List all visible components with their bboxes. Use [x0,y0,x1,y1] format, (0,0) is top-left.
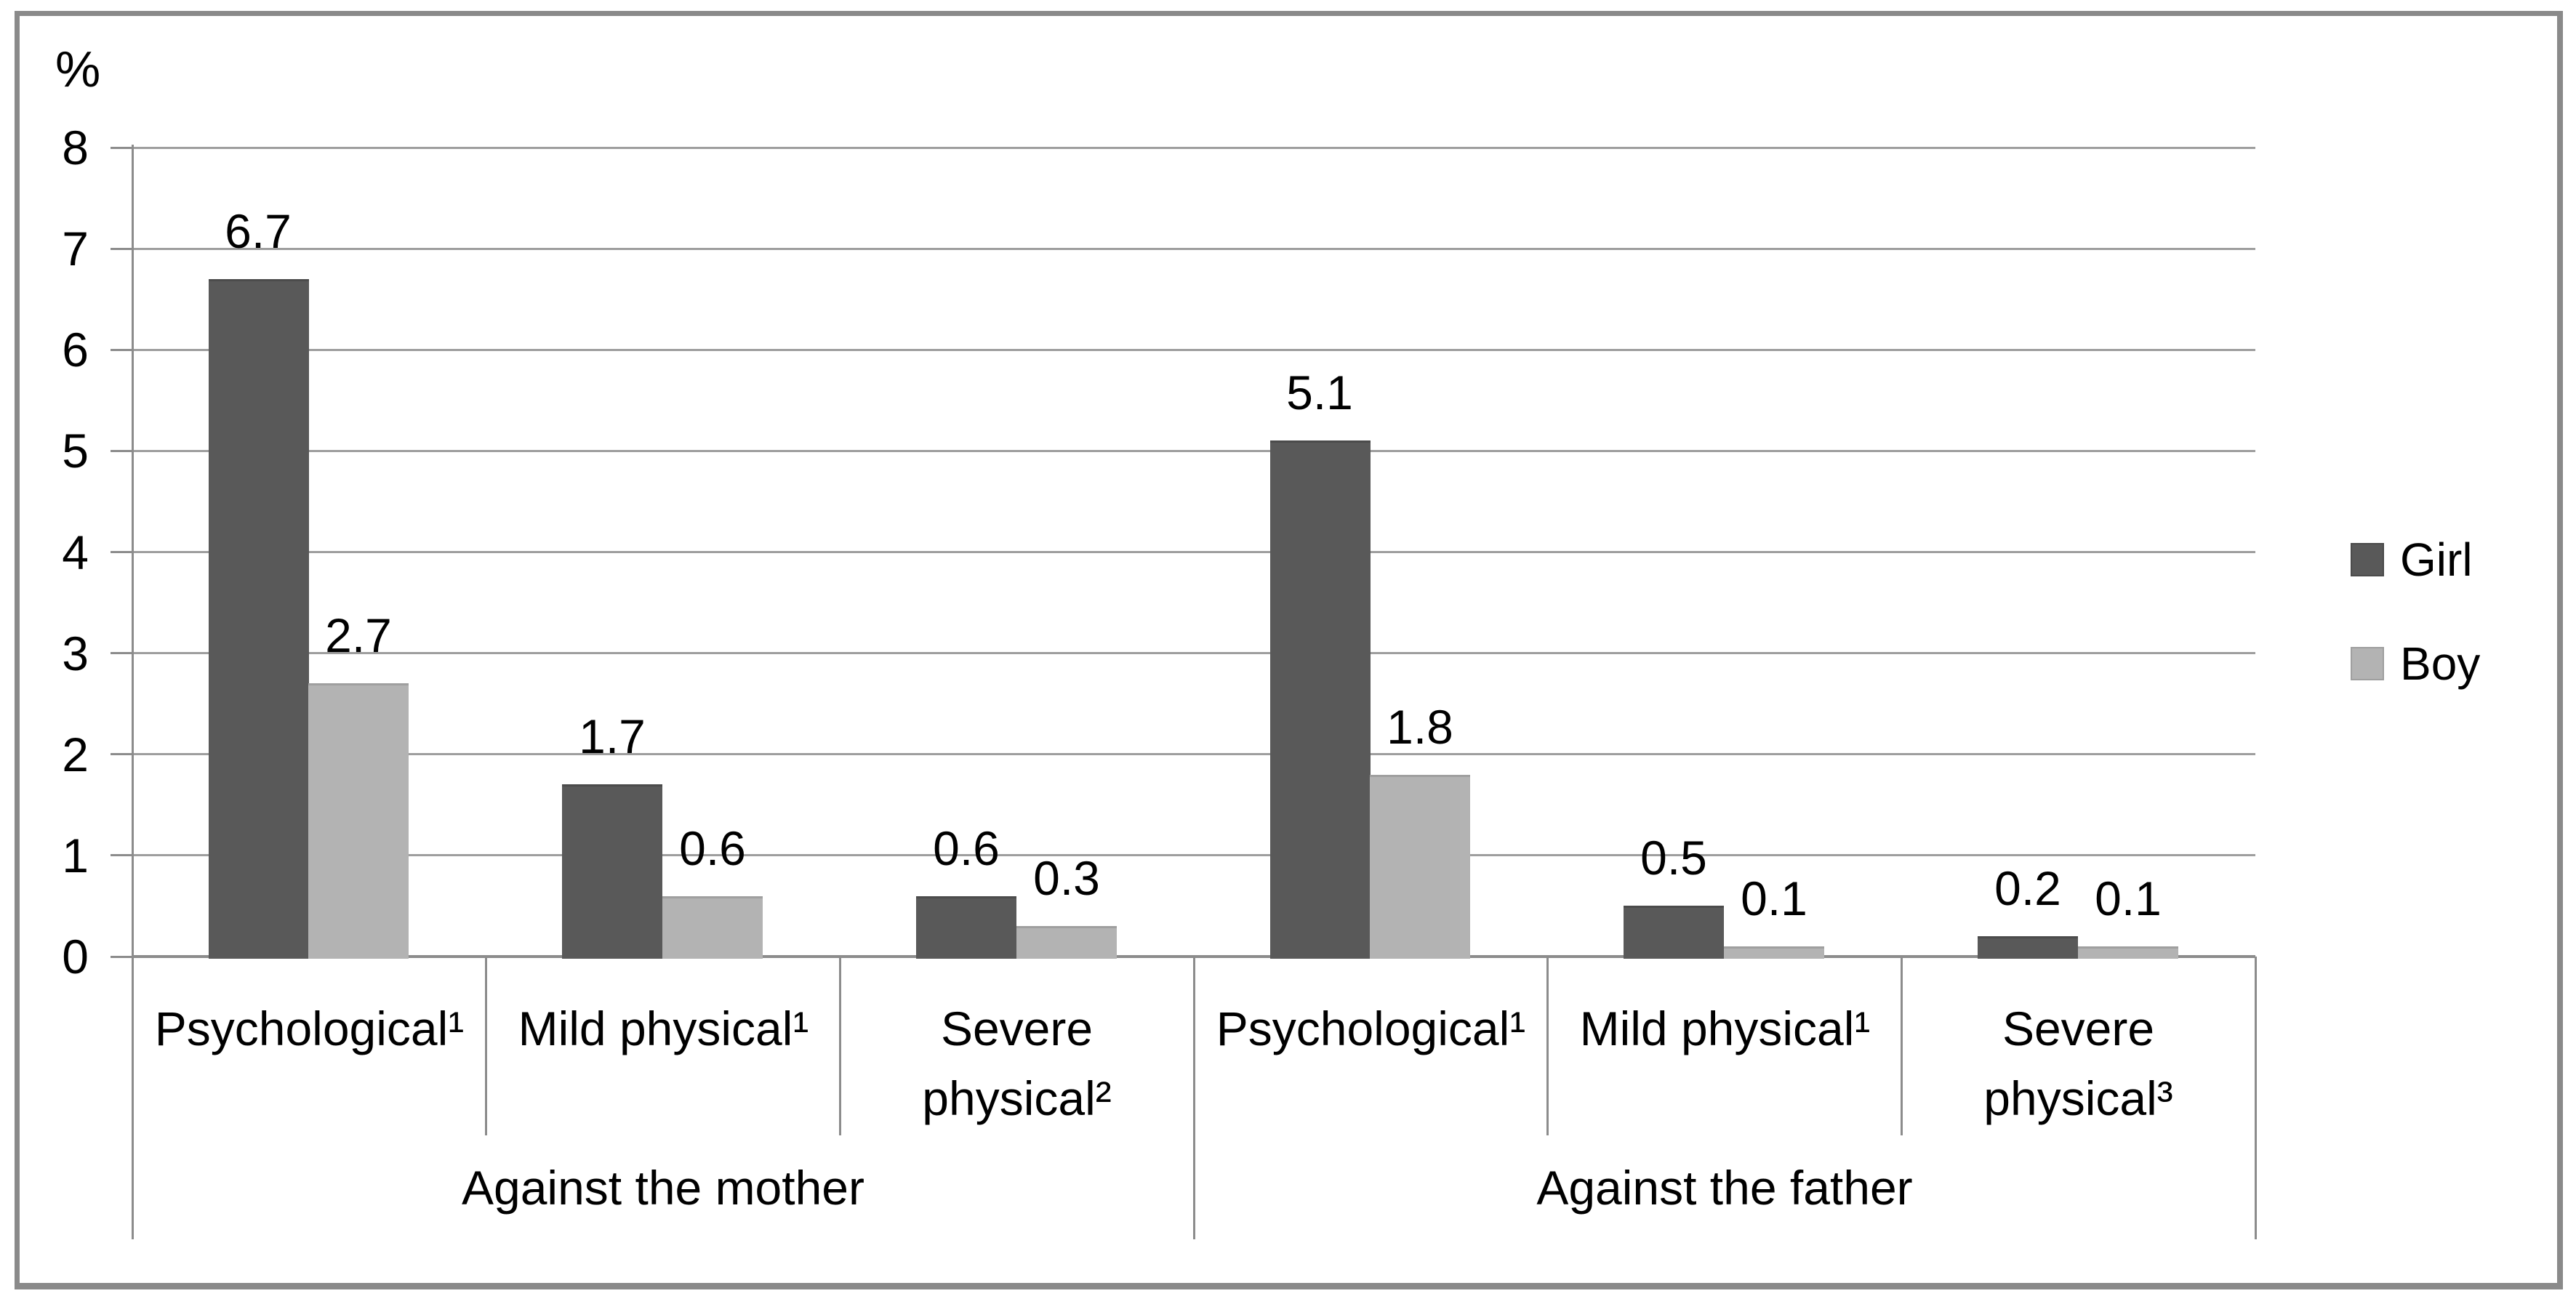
data-label: 0.3 [1033,851,1100,905]
data-label: 0.6 [933,821,1000,875]
category-label: Psychological¹ [154,1002,465,1055]
data-label: 1.7 [579,709,646,763]
separator-line [1901,957,1903,1135]
y-tick [111,956,132,958]
y-tick-label: 0 [62,930,89,983]
bar-boy [1370,775,1470,959]
bar-boy [2078,946,2178,959]
bar-boy [1724,946,1824,959]
bar-boy [662,896,763,959]
y-tick [111,652,132,654]
data-label: 0.1 [1741,872,1807,925]
legend-swatch-boy [2351,647,2384,680]
y-tick-label: 1 [62,829,89,882]
y-axis-line [132,145,134,1239]
legend-swatch-girl [2351,543,2384,576]
y-tick [111,450,132,452]
data-label: 2.7 [325,608,392,662]
y-gridline [132,652,2255,654]
y-tick [111,147,132,149]
y-tick [111,753,132,755]
category-label: Mild physical¹ [518,1002,809,1055]
y-tick [111,551,132,553]
separator-line [485,957,487,1135]
legend-item: Boy [2351,640,2480,687]
y-axis-unit-label: % [55,41,101,97]
separator-line [1193,957,1195,1239]
separator-line [1546,957,1549,1135]
y-tick-label: 6 [62,323,89,377]
y-tick [111,349,132,351]
category-label: Severe physical² [922,1002,1112,1125]
y-gridline [132,753,2255,755]
group-label: Against the mother [462,1160,864,1215]
legend-label: Boy [2400,637,2481,690]
data-label: 6.7 [225,204,292,258]
group-label: Against the father [1536,1160,1913,1215]
bar-girl [1624,906,1724,959]
y-tick-label: 5 [62,424,89,478]
data-label: 0.6 [679,821,746,875]
category-label: Mild physical¹ [1579,1002,1871,1055]
y-gridline [132,450,2255,452]
separator-line [2255,957,2257,1239]
category-label: Severe physical³ [1983,1002,2173,1125]
data-label: 0.1 [2095,872,2162,925]
y-gridline [132,551,2255,553]
legend-label: Girl [2400,534,2473,586]
legend-item: Girl [2351,536,2473,583]
bar-boy [308,683,409,959]
data-label: 5.1 [1286,366,1353,419]
y-gridline [132,854,2255,856]
data-label: 0.2 [1994,861,2061,915]
data-label: 0.5 [1640,831,1707,885]
category-label: Psychological¹ [1216,1002,1526,1055]
y-gridline [132,349,2255,351]
y-tick-label: 2 [62,728,89,781]
y-tick-label: 8 [62,121,89,174]
data-label: 1.8 [1387,700,1453,754]
bar-girl [562,784,662,959]
y-tick-label: 4 [62,526,89,579]
bar-girl [1270,440,1371,959]
y-tick [111,854,132,856]
y-gridline [132,147,2255,149]
bar-girl [1978,936,2078,959]
y-gridline [132,248,2255,250]
y-tick-label: 3 [62,627,89,680]
y-tick [111,248,132,250]
y-tick-label: 7 [62,222,89,275]
bar-girl [209,279,309,959]
bar-girl [916,896,1016,959]
bar-boy [1016,926,1117,959]
separator-line [839,957,841,1135]
